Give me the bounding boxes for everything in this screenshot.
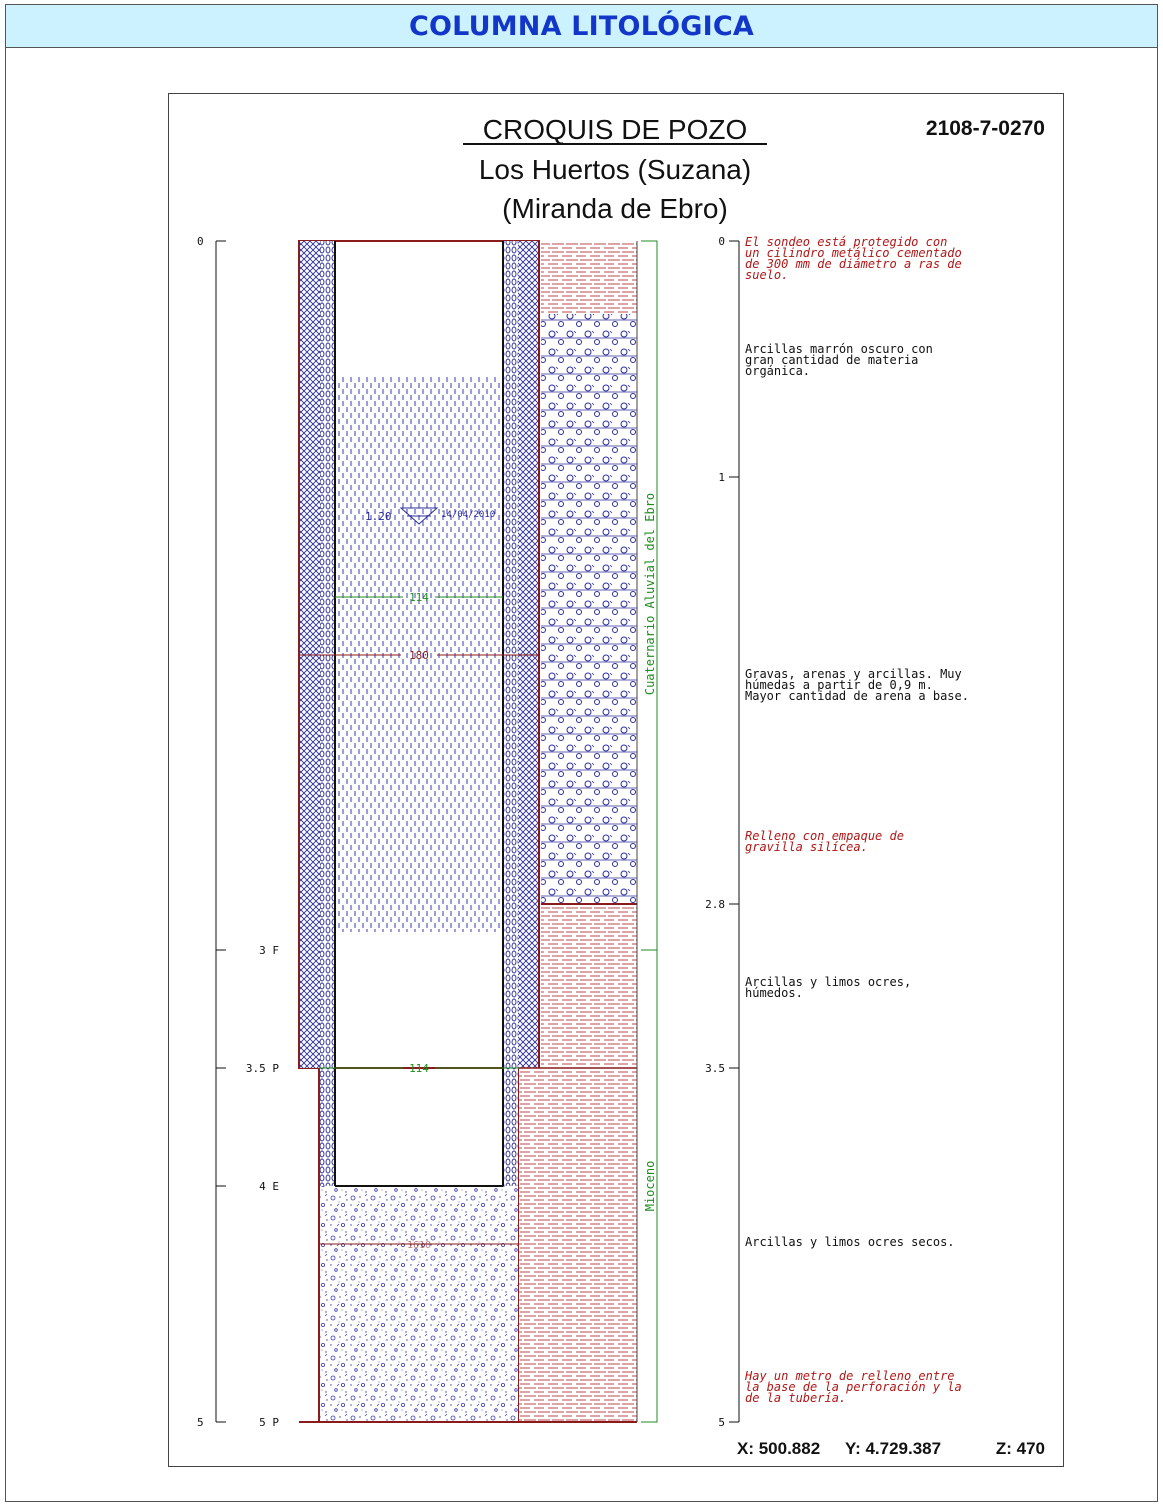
right-tick-1: 1	[718, 471, 725, 484]
header-bar: COLUMNA LITOLÓGICA	[6, 5, 1157, 48]
right-tick-5: 5	[718, 1416, 725, 1429]
well-diagram: CROQUIS DE POZO Los Huertos (Suzana) (Mi…	[197, 114, 1045, 1458]
pipe-wall-right	[503, 241, 518, 1186]
formation-cuaternario: Cuaternario Aluvial del Ebro	[643, 493, 657, 695]
note-gravel-sand: Gravas, arenas y arcillas. Muy húmedas a…	[745, 667, 969, 703]
water-level-depth: 1.20	[365, 510, 392, 523]
pipe-wall-left	[320, 241, 335, 1186]
well-sketch-sheet: CROQUIS DE POZO Los Huertos (Suzana) (Mi…	[168, 93, 1064, 1467]
sketch-location: (Miranda de Ebro)	[502, 193, 728, 224]
coord-x: X: 500.882	[737, 1439, 820, 1458]
right-tick-2.8: 2.8	[705, 898, 725, 911]
note-gravel-pack: Relleno con empaque de gravilla silícea.	[745, 829, 911, 854]
sketch-subtitle: Los Huertos (Suzana)	[479, 154, 751, 185]
page-title: COLUMNA LITOLÓGICA	[408, 10, 755, 42]
right-tick-3.5: 3.5	[705, 1062, 725, 1075]
soil-gravel	[541, 314, 637, 904]
mark-4e: 4 E	[259, 1180, 279, 1193]
coord-y: Y: 4.729.387	[845, 1439, 941, 1458]
bottom-fill	[320, 1186, 518, 1422]
bracket-mioceno	[641, 949, 658, 1423]
right-tick-0: 0	[718, 235, 725, 248]
well-code: 2108-7-0270	[926, 117, 1045, 140]
mark-35p: 3.5 P	[246, 1062, 279, 1075]
water-level-date: 14/04/2010	[441, 510, 495, 520]
page-frame: COLUMNA LITOLÓGICA	[5, 4, 1158, 1502]
left-tick-label-5: 5	[197, 1416, 204, 1429]
formation-mioceno: Mioceno	[643, 1161, 657, 1212]
mark-3f: 3 F	[259, 944, 279, 957]
note-clay-dry: Arcillas y limos ocres secos.	[745, 1235, 955, 1249]
soil-clay-organic	[541, 241, 637, 314]
note-casing-protection: El sondeo está protegido con un cilindro…	[745, 235, 969, 282]
left-tick-label-0: 0	[197, 235, 204, 248]
diameter-casing-inner: 114	[409, 591, 429, 604]
sketch-title: CROQUIS DE POZO	[483, 114, 747, 145]
diameter-hidden: 1610	[407, 1240, 431, 1251]
note-clay-organic: Arcillas marrón oscuro con gran cantidad…	[745, 342, 940, 378]
diameter-drill-lower: 114	[409, 1062, 429, 1075]
mark-5p: 5 P	[259, 1416, 279, 1429]
note-bottom-fill: Hay un metro de relleno entre la base de…	[744, 1369, 969, 1405]
coord-z: Z: 470	[996, 1439, 1045, 1458]
diameter-casing-outer: 180	[409, 649, 429, 662]
note-clay-wet: Arcillas y limos ocres, húmedos.	[745, 975, 918, 1000]
soil-clay-dry	[519, 1068, 637, 1422]
soil-clay-wet	[541, 904, 637, 1068]
